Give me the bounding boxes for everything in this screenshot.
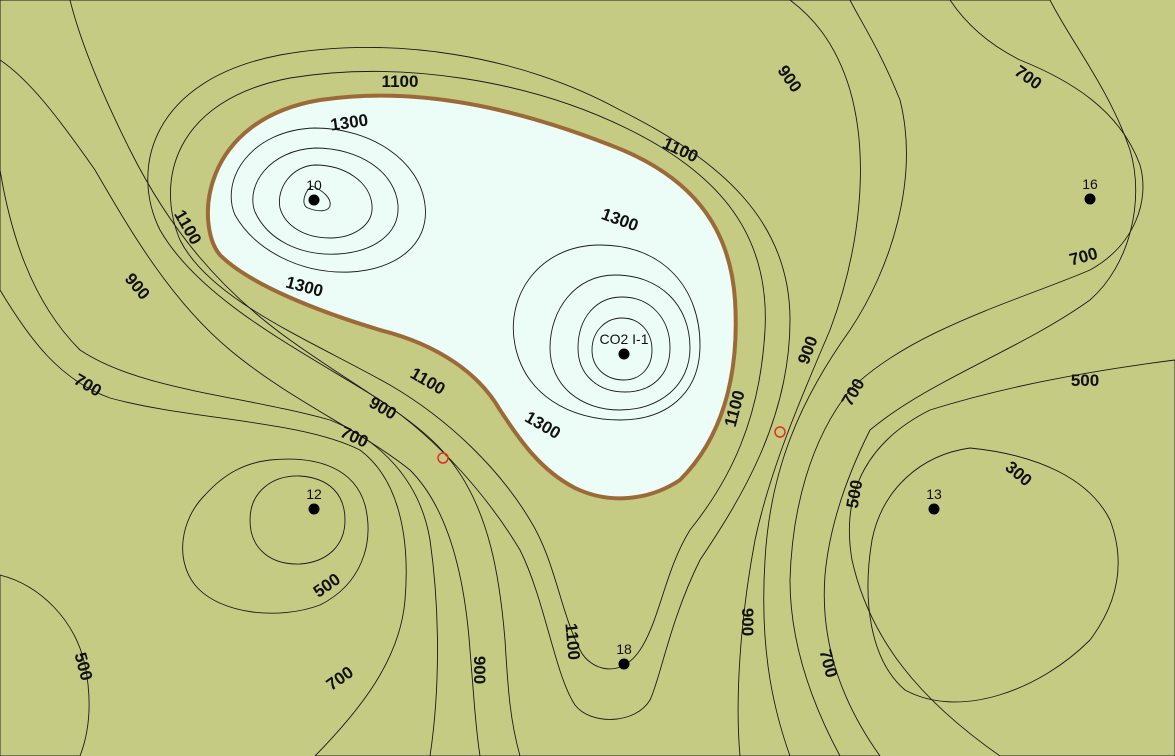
band-700 bbox=[0, 0, 1137, 756]
band-green-bottomleft bbox=[0, 574, 90, 756]
contour-label: 500 bbox=[1071, 371, 1099, 390]
well-dot bbox=[1084, 193, 1096, 205]
band-1200 bbox=[170, 71, 766, 670]
band-green-right bbox=[848, 359, 1175, 756]
well-10[interactable]: 10 bbox=[306, 177, 322, 206]
peakco2-ring4 bbox=[591, 317, 653, 381]
contour-label: 900 bbox=[738, 608, 757, 636]
well-co2-i-1[interactable]: CO2 I-1 bbox=[599, 331, 649, 360]
contour-label: 1100 bbox=[561, 622, 583, 660]
peakco2-ring1 bbox=[512, 244, 701, 421]
well-dot bbox=[618, 658, 630, 670]
band-green-left bbox=[182, 458, 369, 614]
contour-label: 500 bbox=[843, 478, 867, 509]
well-13[interactable]: 13 bbox=[926, 486, 942, 515]
band-1000 bbox=[69, 0, 861, 756]
well-18[interactable]: 18 bbox=[616, 641, 632, 670]
well-dot bbox=[308, 194, 320, 206]
well-label: CO2 I-1 bbox=[599, 331, 648, 347]
peakco2-ring3 bbox=[577, 296, 671, 393]
contour-label: 1100 bbox=[382, 72, 419, 91]
well-label: 10 bbox=[306, 177, 322, 193]
open-circle-marker bbox=[774, 426, 786, 438]
band-green-left-inner bbox=[249, 475, 346, 565]
peak10-ring1 bbox=[230, 127, 426, 273]
band-900 bbox=[0, 0, 907, 756]
peak10-ring3 bbox=[278, 164, 373, 239]
well-12[interactable]: 12 bbox=[306, 486, 322, 515]
peak10-ring2 bbox=[252, 147, 399, 255]
well-label: 13 bbox=[926, 486, 942, 502]
band-800 bbox=[0, 0, 1144, 756]
open-circle-marker bbox=[437, 452, 449, 464]
well-label: 12 bbox=[306, 486, 322, 502]
well-16[interactable]: 16 bbox=[1082, 176, 1098, 205]
well-label: 16 bbox=[1082, 176, 1098, 192]
well-dot bbox=[618, 348, 630, 360]
band-green-right-inner bbox=[867, 447, 1119, 703]
contour-label: 900 bbox=[470, 656, 489, 684]
band-1300 bbox=[205, 93, 738, 501]
peak10-ring4 bbox=[303, 185, 331, 212]
well-dot bbox=[308, 503, 320, 515]
well-label: 18 bbox=[616, 641, 632, 657]
band-1100 bbox=[147, 46, 791, 720]
well-dot bbox=[928, 503, 940, 515]
peakco2-ring2 bbox=[549, 274, 691, 411]
